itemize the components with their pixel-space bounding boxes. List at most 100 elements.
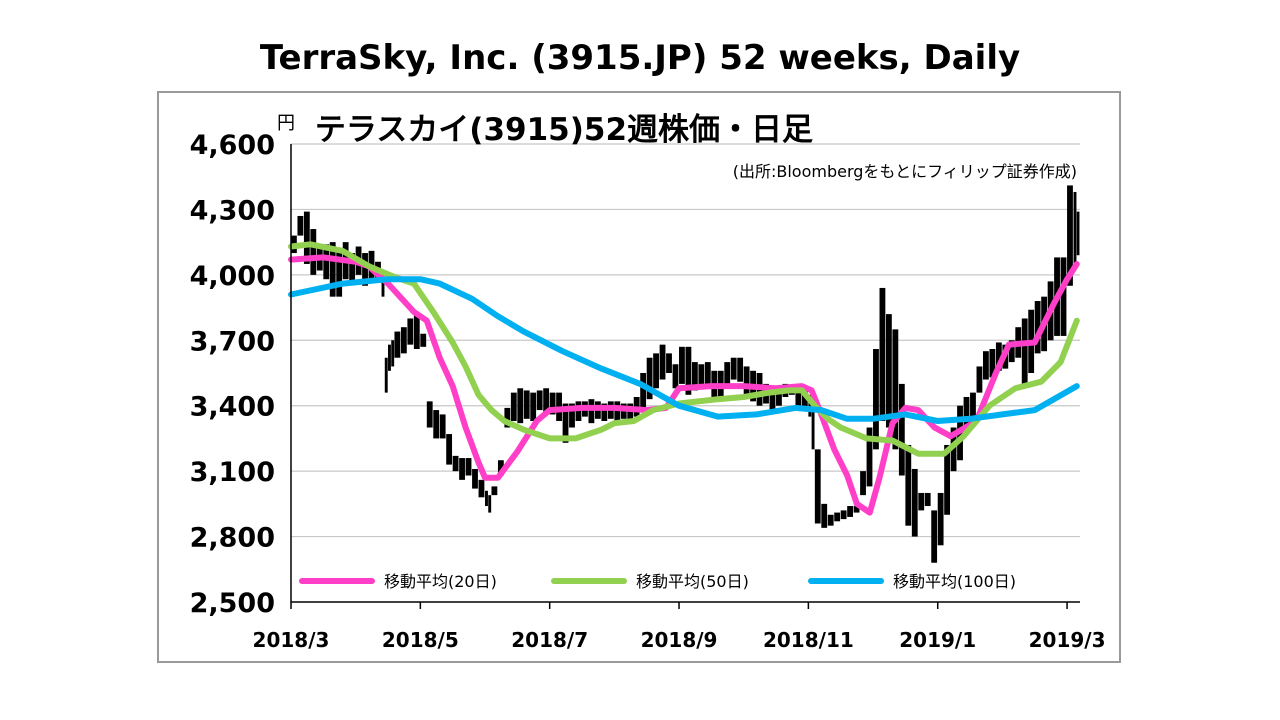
price-bar [504, 407, 511, 428]
price-bar [698, 364, 705, 389]
legend-background [295, 563, 1069, 599]
series-line-1 [288, 254, 1080, 516]
price-bar [310, 229, 317, 275]
price-bar [685, 346, 692, 395]
price-bar [924, 492, 931, 507]
price-bar [640, 373, 647, 411]
price-bar [743, 366, 750, 395]
price-bar [381, 272, 385, 297]
y-tick-label: 2,500 [190, 588, 275, 619]
price-bar [1073, 191, 1077, 264]
y-tick-label: 3,700 [190, 326, 275, 357]
price-bar [691, 362, 698, 391]
price-bar [873, 349, 879, 450]
price-bar [407, 318, 414, 345]
y-tick-label: 2,800 [190, 523, 275, 554]
x-tick-label: 2018/5 [382, 628, 459, 652]
price-bar [413, 314, 420, 350]
price-bar [485, 490, 488, 507]
price-bar [446, 434, 453, 465]
price-bar [1021, 318, 1028, 384]
price-bar [776, 388, 782, 406]
source-note: (出所:Bloombergをもとにフィリップ証券作成) [733, 162, 1077, 181]
price-bar [549, 392, 556, 415]
y-tick-label: 4,300 [190, 195, 275, 226]
price-bar [575, 401, 582, 421]
price-bar [433, 410, 440, 439]
price-bar [349, 253, 356, 284]
y-tick-label: 4,600 [190, 130, 275, 161]
price-bars [291, 185, 1080, 563]
price-bar [704, 362, 711, 387]
stock-chart: 2,500 2,800 3,100 3,400 3,700 4,000 4,300 4,600… [190, 112, 1106, 652]
price-bar [672, 364, 679, 389]
price-bar [459, 458, 465, 480]
price-bar [982, 351, 989, 380]
price-bar [297, 215, 304, 236]
price-bar [931, 510, 938, 563]
price-bar [905, 444, 912, 526]
price-bar [588, 399, 595, 424]
price-bar [523, 390, 530, 419]
price-bar [1034, 301, 1041, 354]
price-bar [426, 401, 433, 428]
price-bar [898, 383, 905, 476]
price-bar [1076, 211, 1080, 256]
price-bar [336, 248, 343, 297]
price-bar [879, 287, 886, 421]
price-bar [911, 468, 918, 537]
x-tick-label: 2018/3 [253, 628, 330, 652]
price-bar [653, 353, 659, 389]
x-tick-label: 2018/9 [641, 628, 718, 652]
price-bar [866, 427, 873, 487]
price-bar [814, 449, 821, 524]
price-bar [853, 506, 860, 513]
y-axis-unit: 円 [277, 113, 295, 134]
x-tick-label: 2019/3 [1029, 628, 1106, 652]
price-bar [821, 503, 828, 528]
price-bar [510, 392, 517, 421]
price-bar [730, 357, 737, 380]
y-tick-label: 3,100 [190, 457, 275, 488]
price-bar [995, 342, 1002, 371]
price-bar [892, 329, 899, 450]
price-bar [362, 253, 368, 286]
price-bar [465, 458, 472, 476]
price-bar [885, 314, 892, 428]
price-bar [329, 242, 336, 297]
price-bar [659, 344, 666, 380]
y-tick-label: 4,000 [190, 261, 275, 292]
series-line-2 [288, 241, 1080, 457]
price-bar [614, 401, 621, 424]
legend: 移動平均(20日) 移動平均(50日) 移動平均(100日) [295, 563, 1069, 599]
price-bar [439, 414, 446, 439]
price-bar [323, 244, 330, 280]
price-bar [388, 344, 391, 371]
price-bar [679, 346, 685, 384]
price-bar [627, 403, 634, 421]
price-bar [1008, 340, 1015, 363]
price-bar [400, 327, 407, 354]
x-tick-label: 2018/11 [763, 628, 854, 652]
price-bar [303, 211, 310, 264]
price-bar [937, 492, 944, 546]
price-bar [976, 366, 983, 393]
price-bar [918, 492, 925, 511]
price-bar [601, 403, 608, 421]
price-bar [834, 512, 841, 522]
price-bar [737, 357, 744, 382]
price-bar [491, 486, 498, 496]
price-bar [950, 427, 957, 472]
price-bar [420, 333, 427, 347]
price-bar [840, 510, 847, 520]
legend-label: 移動平均(50日) [636, 572, 749, 591]
price-bar [646, 357, 653, 400]
price-bar [811, 401, 815, 450]
price-bar [944, 444, 951, 515]
price-bar [769, 386, 776, 411]
price-bar [827, 514, 834, 526]
price-bar [452, 455, 459, 472]
price-bar [1060, 257, 1067, 336]
price-bar [517, 388, 524, 424]
price-bar [478, 479, 485, 498]
